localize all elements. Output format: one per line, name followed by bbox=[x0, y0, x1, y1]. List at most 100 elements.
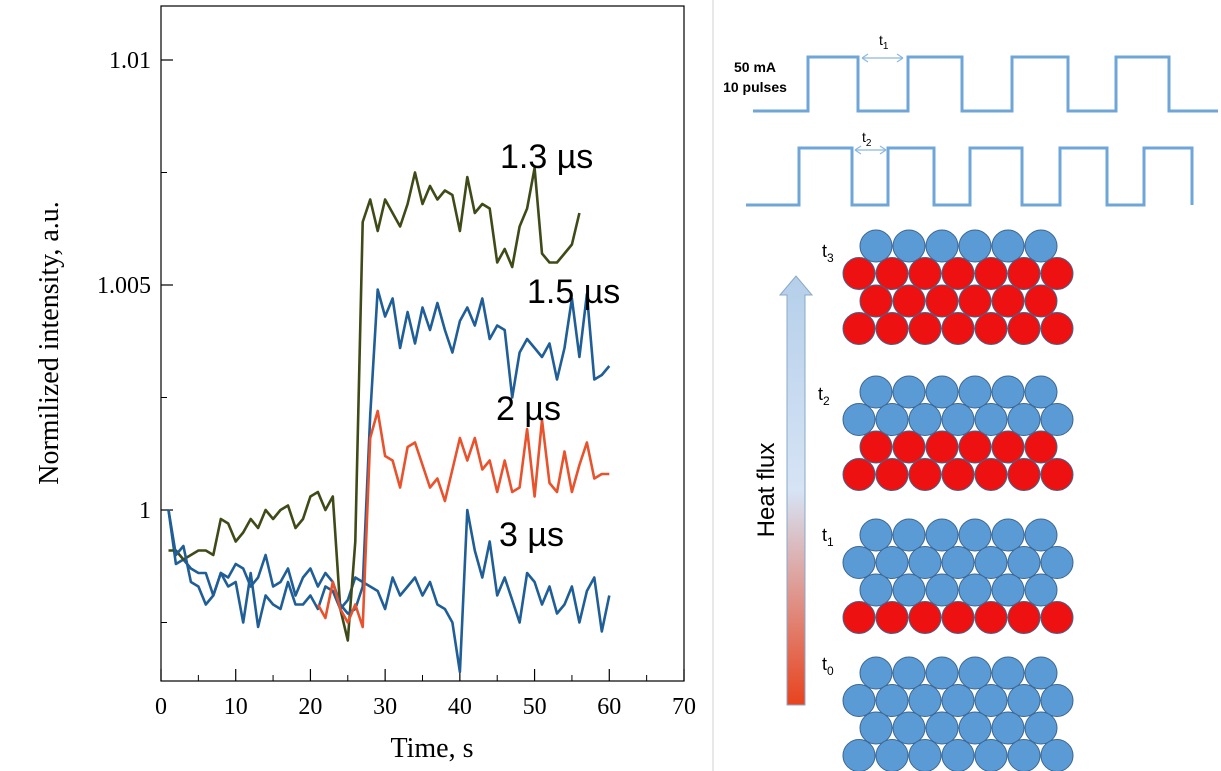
hot-particle bbox=[908, 312, 942, 345]
cool-particle bbox=[1024, 573, 1058, 607]
cool-particle bbox=[859, 656, 893, 690]
cool-particle bbox=[925, 711, 959, 745]
series-label-3us: 3 µs bbox=[499, 516, 564, 554]
hot-particle bbox=[1040, 458, 1074, 491]
cool-particle bbox=[1040, 403, 1074, 436]
x-tick-label: 70 bbox=[672, 694, 696, 720]
cool-particle bbox=[1007, 403, 1041, 436]
hot-particle bbox=[892, 284, 926, 318]
cool-particle bbox=[925, 229, 959, 263]
cool-particle bbox=[892, 375, 926, 409]
interval-t1-arrowhead-right bbox=[896, 53, 904, 63]
pulse-current-label: 50 mA bbox=[734, 59, 776, 75]
stage-label-t1: t1 bbox=[822, 525, 834, 549]
cool-particle bbox=[1024, 711, 1058, 745]
cool-particle bbox=[991, 518, 1025, 552]
y-axis-ticks: 1 1.005 1.01 bbox=[97, 48, 173, 623]
hot-particle bbox=[842, 601, 876, 634]
cool-particle bbox=[974, 739, 1008, 771]
y-tick-label: 1.01 bbox=[109, 48, 151, 74]
series-lines bbox=[167, 166, 611, 674]
interval-t2-label: t2 bbox=[862, 129, 872, 149]
cool-particle bbox=[908, 546, 942, 579]
stage-label-t2: t2 bbox=[818, 384, 830, 408]
hot-particle bbox=[1007, 312, 1041, 345]
x-tick-label: 40 bbox=[448, 694, 472, 720]
hot-particle bbox=[974, 458, 1008, 491]
cool-particle bbox=[1040, 739, 1074, 771]
hot-particle bbox=[1040, 601, 1074, 634]
hot-particle bbox=[941, 458, 975, 491]
y-axis-label: Normilized intensity, a.u. bbox=[34, 201, 65, 485]
series-line-1 bbox=[168, 166, 581, 642]
y-tick-label: 1 bbox=[139, 498, 151, 524]
interval-t2-arrowhead-right bbox=[879, 145, 887, 155]
cool-particle bbox=[908, 739, 942, 771]
cool-particle bbox=[892, 656, 926, 690]
cool-particle bbox=[1007, 546, 1041, 579]
cool-particle bbox=[925, 518, 959, 552]
cool-particle bbox=[974, 684, 1008, 717]
hot-particle bbox=[974, 312, 1008, 345]
cool-particle bbox=[941, 739, 975, 771]
cool-particle bbox=[991, 573, 1025, 607]
cool-particle bbox=[958, 573, 992, 607]
cool-particle bbox=[842, 403, 876, 436]
hot-particle bbox=[892, 430, 926, 464]
cool-particle bbox=[892, 711, 926, 745]
x-axis-ticks: 0 10 20 30 40 50 60 70 bbox=[155, 669, 696, 720]
x-tick-label: 0 bbox=[155, 694, 167, 720]
hot-particle bbox=[925, 430, 959, 464]
cool-particle bbox=[941, 403, 975, 436]
y-tick-label: 1.005 bbox=[97, 273, 151, 299]
pulse-count-label: 10 pulses bbox=[723, 79, 787, 95]
hot-particle bbox=[1007, 601, 1041, 634]
interval-t2-arrowhead-left bbox=[854, 145, 862, 155]
hot-particle bbox=[875, 458, 909, 491]
hot-particle bbox=[1024, 430, 1058, 464]
hot-particle bbox=[1040, 257, 1074, 290]
heat-flux-label: Heat flux bbox=[753, 443, 780, 538]
hot-particle bbox=[958, 284, 992, 318]
cool-particle bbox=[875, 546, 909, 579]
cool-particle bbox=[991, 656, 1025, 690]
x-tick-label: 30 bbox=[373, 694, 397, 720]
cool-particle bbox=[1040, 546, 1074, 579]
interval-t1-label: t1 bbox=[879, 32, 889, 52]
cool-particle bbox=[908, 684, 942, 717]
cool-particle bbox=[941, 546, 975, 579]
cool-particle bbox=[958, 518, 992, 552]
stage-label-t0: t0 bbox=[822, 654, 834, 678]
series-line-4 bbox=[167, 508, 611, 674]
cool-particle bbox=[958, 375, 992, 409]
hot-particle bbox=[1024, 284, 1058, 318]
hot-particle bbox=[941, 257, 975, 290]
series-line-2 bbox=[167, 288, 611, 615]
series-label-2us: 2 µs bbox=[496, 390, 561, 428]
cool-particle bbox=[875, 739, 909, 771]
hot-particle bbox=[958, 430, 992, 464]
cool-particle bbox=[958, 711, 992, 745]
cool-particle bbox=[1040, 684, 1074, 717]
cool-particle bbox=[859, 573, 893, 607]
cool-particle bbox=[842, 546, 876, 579]
x-tick-label: 10 bbox=[224, 694, 248, 720]
series-line-3 bbox=[316, 409, 610, 629]
particle-stacks bbox=[842, 229, 1074, 771]
stage-label-t3: t3 bbox=[822, 241, 834, 265]
cool-particle bbox=[925, 656, 959, 690]
cool-particle bbox=[859, 711, 893, 745]
hot-particle bbox=[908, 458, 942, 491]
hot-particle bbox=[859, 430, 893, 464]
hot-particle bbox=[991, 430, 1025, 464]
cool-particle bbox=[958, 656, 992, 690]
pulse-train-2 bbox=[746, 146, 1194, 207]
cool-particle bbox=[842, 684, 876, 717]
cool-particle bbox=[925, 375, 959, 409]
cool-particle bbox=[1007, 739, 1041, 771]
interval-t1-marker: t1 bbox=[861, 32, 904, 63]
x-axis-label: Time, s bbox=[390, 733, 473, 764]
hot-particle bbox=[875, 257, 909, 290]
pulse-train-1 bbox=[753, 55, 1218, 113]
